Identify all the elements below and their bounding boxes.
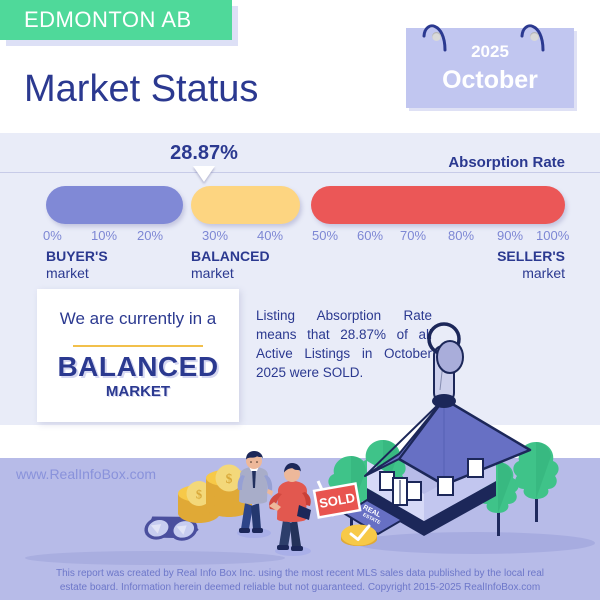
svg-text:$: $ xyxy=(196,488,202,502)
svg-text:$: $ xyxy=(226,471,233,486)
